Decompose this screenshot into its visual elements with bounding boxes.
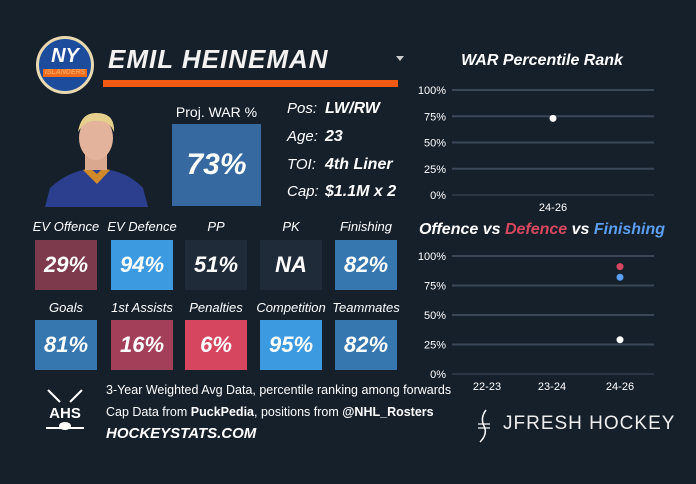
x-tick-label: 23-24 <box>538 381 566 393</box>
y-tick-label: 50% <box>424 138 446 150</box>
stat-label-goals: Goals <box>49 300 83 315</box>
info-label-toi: TOI: <box>287 156 316 173</box>
data-point-finishing <box>616 273 624 281</box>
stat-box-teammates: 82% <box>335 320 397 370</box>
y-tick-label: 0% <box>430 369 446 381</box>
info-value-age: 23 <box>325 128 343 145</box>
team-logo: NY ISLANDERS <box>36 36 94 94</box>
y-tick-label: 25% <box>424 164 446 176</box>
chart-title: Offence vs Defence vs Finishing <box>419 221 665 238</box>
player-name: EMIL HEINEMAN <box>108 44 329 74</box>
info-value-toi: 4th Liner <box>325 156 393 173</box>
proj-war-label: Proj. WAR % <box>175 104 258 120</box>
info-label-cap: Cap: <box>287 183 319 200</box>
x-tick-label: 24-26 <box>539 202 567 214</box>
team-color-bar <box>103 80 398 87</box>
stat-box-finishing: 82% <box>335 240 397 290</box>
dropdown-caret-icon[interactable] <box>396 56 404 61</box>
footer-method-note: 3-Year Weighted Avg Data, percentile ran… <box>106 383 452 397</box>
info-value-pos: LW/RW <box>325 100 380 117</box>
x-tick-label: 24-26 <box>606 381 634 393</box>
chart-title-part: Defence <box>505 221 567 238</box>
stat-label-penalties: Penalties <box>189 300 243 315</box>
stat-label-finishing: Finishing <box>339 219 393 234</box>
jfresh-logo-icon <box>478 409 490 443</box>
y-tick-label: 100% <box>418 251 446 263</box>
stat-box-1st-assists: 16% <box>111 320 173 370</box>
jfresh-brand: JFRESH HOCKEY <box>503 413 676 434</box>
y-tick-label: 50% <box>424 310 446 322</box>
stat-label-1st-assists: 1st Assists <box>111 300 173 315</box>
data-point-war <box>549 114 557 122</box>
stat-box-penalties: 6% <box>185 320 247 370</box>
y-tick-label: 75% <box>424 111 446 123</box>
team-logo-text: NY ISLANDERS <box>44 45 86 76</box>
nhl-rosters-link[interactable]: @NHL_Rosters <box>342 405 434 419</box>
stat-label-ev-offence: EV Offence <box>32 219 100 234</box>
stat-label-ev-defence: EV Defence <box>107 219 177 234</box>
hockeystats-link[interactable]: HOCKEYSTATS.COM <box>106 425 257 442</box>
chart-title-part: Offence <box>419 221 478 238</box>
stat-box-pk: NA <box>260 240 322 290</box>
stat-box-goals: 81% <box>35 320 97 370</box>
x-tick-label: 22-23 <box>473 381 501 393</box>
y-tick-label: 25% <box>424 340 446 352</box>
stat-box-competition: 95% <box>260 320 322 370</box>
proj-war-value: 73% <box>172 124 261 206</box>
ahs-logo-text: AHS <box>49 405 81 422</box>
player-photo <box>45 112 148 207</box>
data-point-defence <box>616 263 624 271</box>
stat-label-teammates: Teammates <box>332 300 400 315</box>
stat-label-pk: PK <box>282 219 300 234</box>
stat-label-competition: Competition <box>256 300 326 315</box>
stat-label-pp: PP <box>207 219 225 234</box>
ahs-logo: AHS <box>46 389 84 430</box>
stat-box-pp: 51% <box>185 240 247 290</box>
footer-sources: Cap Data from PuckPedia, positions from … <box>106 405 434 419</box>
y-tick-label: 0% <box>430 190 446 202</box>
chart-title-part: vs <box>567 221 594 238</box>
info-label-age: Age: <box>287 128 318 145</box>
stat-box-ev-offence: 29% <box>35 240 97 290</box>
chart-title-part: vs <box>478 221 505 238</box>
team-logo-band <box>43 69 87 77</box>
puckpedia-link[interactable]: PuckPedia <box>190 405 254 419</box>
chart-title-part: Finishing <box>594 221 665 238</box>
stat-box-ev-defence: 94% <box>111 240 173 290</box>
data-point-offence <box>616 336 624 344</box>
chart-title: WAR Percentile Rank <box>461 52 624 69</box>
footer-positions-text: , positions from <box>254 405 343 419</box>
info-label-pos: Pos: <box>287 100 318 117</box>
y-tick-label: 100% <box>418 85 446 97</box>
info-value-cap: $1.1M x 2 <box>325 183 397 200</box>
y-tick-label: 75% <box>424 281 446 293</box>
footer-cap-text: Cap Data from <box>106 405 191 419</box>
